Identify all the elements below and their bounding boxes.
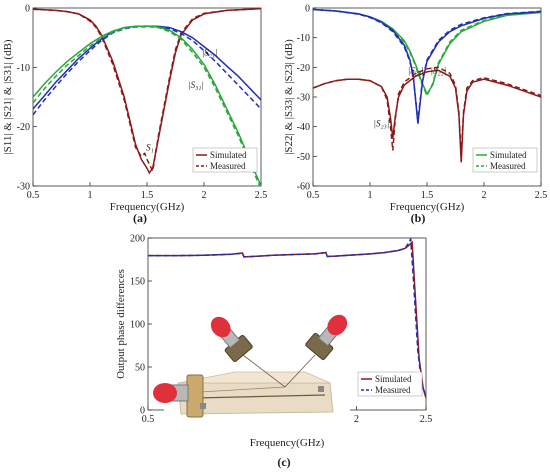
x-tick-label: 1 [88,190,93,201]
series-line-s31-simulated [33,25,261,186]
annotation-label: |S₂₂| [431,65,447,75]
y-tick-label: -30 [17,182,30,193]
series-group [313,8,541,163]
x-tick-label: 2.5 [420,414,433,425]
x-tick-label: 2 [482,190,487,201]
legend-label-measured: Measured [375,385,411,395]
x-tick-label: 1 [368,190,373,201]
x-tick-label: 2 [202,190,207,201]
y-tick-label: -20 [17,122,30,133]
y-axis-label: Output phase differences [115,269,127,379]
left-connector-body [186,374,204,418]
annotation-label: S₁₁ [146,142,157,152]
x-tick-label: 0.5 [27,190,40,201]
series-line-s23-measured [313,66,541,157]
y-tick-label: -10 [297,33,310,44]
annotation-label: |S₃₁| [188,80,204,90]
top-left-connector [210,316,253,362]
series-line-s11-measured [33,8,261,174]
y-tick-label: 0 [140,406,145,417]
series-line-s21-measured [33,25,261,116]
y-tick-label: 0 [305,4,310,15]
x-tick-label: 2.5 [535,190,548,201]
y-tick-label: -40 [297,122,310,133]
x-tick-label: 1.5 [421,190,434,201]
microstrip-line [195,394,326,399]
circuit-photo-inset [153,314,350,423]
y-tick-label: 100 [130,320,145,331]
legend-label-simulated: Simulated [375,374,412,384]
chart-a-plot: 0.5 1 1.5 2 2.5 0 -10 -20 -30 Frequency(GHz) |S11|… [2,4,267,226]
legend-box [472,147,538,173]
mounting-screw-left [200,403,206,409]
y-tick-label: -20 [297,63,310,74]
y-axis-label: |S22| & |S33| & |S23| (dB) [283,39,295,155]
x-tick-label: 2.5 [255,190,268,201]
mounting-screw-right [318,386,324,392]
y-tick-label: 0 [25,4,30,15]
series-line-s22-simulated [313,8,541,96]
panel-label: (b) [411,211,426,225]
legend-label-measured: Measured [490,161,526,171]
series-line-s31-measured [33,25,261,186]
legend-label-simulated: Simulated [210,150,247,160]
panel-label: (c) [277,455,290,469]
series-line-s33-simulated [313,8,541,124]
microstrip-branch-left [242,354,286,388]
legend-label-measured: Measured [210,161,246,171]
x-axis-label: Frequency(GHz) [110,201,185,213]
series-line-phase-measured [148,238,426,397]
y-tick-label: -60 [297,182,310,193]
y-tick-label: -30 [297,93,310,104]
series-line-s21-simulated [33,25,261,110]
x-axis-label: Frequency(GHz) [250,437,325,449]
y-axis-label: |S11| & |S21| & |S31| (dB) [2,39,14,155]
top-right-connector [305,314,348,360]
y-tick-label: 200 [130,234,145,245]
chart-b-plot: 0.5 1 1.5 2 2.5 0 -10 -20 -30 -40 -50 -60 Frequency(… [283,4,547,226]
series-line-s22-measured [313,8,541,98]
series-line-s33-measured [313,8,541,121]
annotation-label: |S₃₃| [408,65,424,75]
legend-box [192,147,258,173]
panel-label: (a) [133,211,147,225]
legend-box [357,371,423,397]
x-tick-label: 0.5 [307,190,320,201]
series-group [33,8,261,186]
y-tick-label: -10 [17,63,30,74]
x-tick-label: 1.5 [141,190,154,201]
x-axis-label: Frequency(GHz) [390,201,465,213]
legend-label-simulated: Simulated [490,150,527,160]
x-tick-label: 2 [354,414,359,425]
microstrip-line-2 [199,386,286,393]
x-tick-label: 0.5 [142,414,155,425]
y-tick-label: 50 [135,363,145,374]
microstrip-branch-right [284,354,316,388]
series-group [148,238,426,399]
left-connector-cap [153,383,177,403]
annotation-label: |S₂₁| [202,47,218,57]
y-tick-label: -50 [297,152,310,163]
annotation-label: |S₂₃| [374,119,390,129]
y-tick-label: 150 [130,277,145,288]
